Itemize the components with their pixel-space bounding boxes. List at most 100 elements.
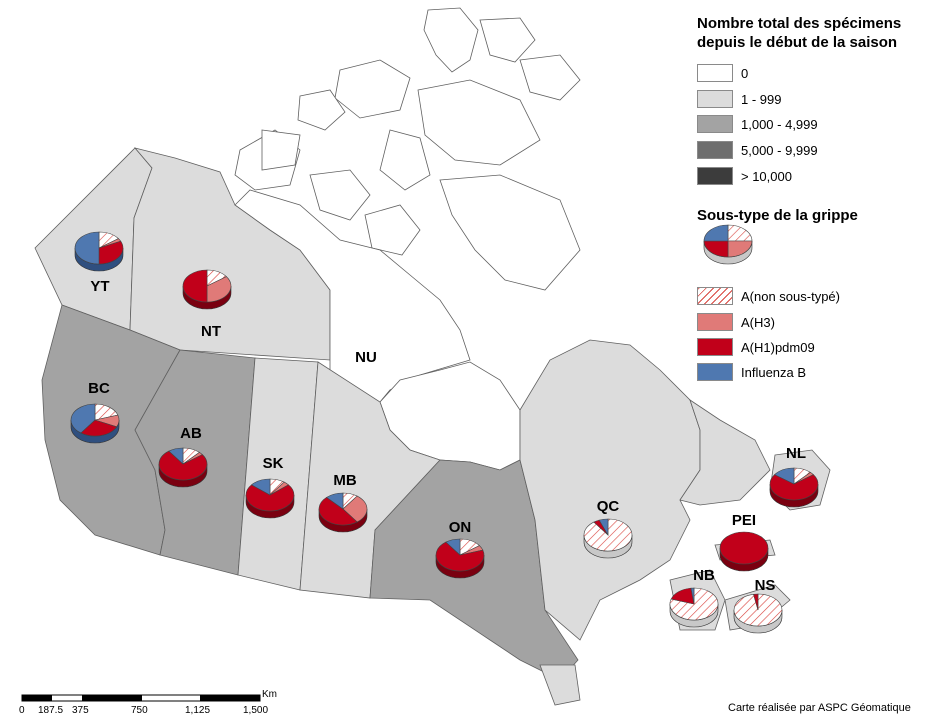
legend-pie-chart-slice-influenza-b xyxy=(703,224,729,242)
label-ab: AB xyxy=(180,425,202,442)
pie-bc-slice-influenza-b xyxy=(70,403,96,434)
pie-nt-slice-a-h1-pdm09 xyxy=(182,269,208,303)
legend-count-title-line1: Nombre total des spécimens xyxy=(697,15,902,32)
legend-count-row: 1,000 - 4,999 xyxy=(697,114,818,134)
pie-nb-slice-a-non-sous-typ- xyxy=(669,587,719,621)
legend-subtype-row: A(H1)pdm09 xyxy=(697,337,815,357)
pie-on-slice-a-h1-pdm09 xyxy=(435,541,485,572)
legend-subtype-label: A(H1)pdm09 xyxy=(741,339,815,355)
pie-nb xyxy=(669,587,719,628)
scale-tick: 1,500 xyxy=(243,705,269,716)
pie-pei xyxy=(719,531,769,572)
label-nt: NT xyxy=(201,323,221,340)
pie-bc-slice-a-h1-pdm09 xyxy=(80,419,118,437)
legend-swatch-0 xyxy=(697,64,733,82)
legend-swatch-unsubtyped xyxy=(697,287,733,305)
legend-count-row: > 10,000 xyxy=(697,166,792,186)
legend-count-row: 0 xyxy=(697,63,748,83)
map-credit: Carte réalisée par ASPC Géomatique xyxy=(728,702,911,714)
label-sk: SK xyxy=(263,455,284,472)
pie-pei-slice-a-h1-pdm09 xyxy=(719,531,769,565)
legend-count-label: 1,000 - 4,999 xyxy=(741,116,818,132)
legend-count-row: 5,000 - 9,999 xyxy=(697,140,818,160)
arctic-islands xyxy=(234,7,581,291)
legend-count-label: 1 - 999 xyxy=(741,91,782,107)
legend-count-label: > 10,000 xyxy=(741,168,792,184)
legend-subtype-label: A(H3) xyxy=(741,314,775,330)
legend-count-title-line2: depuis le début de la saison xyxy=(697,34,898,51)
pie-sk xyxy=(245,478,295,519)
pie-yt xyxy=(74,231,124,272)
label-on: ON xyxy=(449,519,472,536)
pie-on xyxy=(435,538,485,579)
label-ns: NS xyxy=(755,577,776,594)
region-nl xyxy=(679,399,771,506)
region-qc xyxy=(519,339,701,641)
pie-mb xyxy=(318,492,368,533)
legend-pie-chart-slice-a-h3- xyxy=(727,240,753,258)
label-nb: NB xyxy=(693,567,715,584)
legend-count-title: Nombre total des spécimens depuis le déb… xyxy=(697,14,901,52)
pie-yt-slice-influenza-b xyxy=(74,231,100,265)
legend-pie-chart-slice-a-non-sous-typ- xyxy=(727,224,753,242)
pie-mb-slice-a-h3- xyxy=(342,495,368,523)
legend-subtype-title: Sous-type de la grippe xyxy=(697,207,858,224)
pie-qc xyxy=(583,518,633,559)
legend-subtype-row: A(non sous-typé) xyxy=(697,286,840,306)
label-yt: YT xyxy=(90,278,109,295)
legend-count-label: 0 xyxy=(741,65,749,81)
scale-tick: 187.5 xyxy=(38,705,64,716)
legend-swatch-1-999 xyxy=(697,90,733,108)
pie-mb-slice-a-h1-pdm09 xyxy=(318,496,358,526)
label-nu: NU xyxy=(355,349,377,366)
legend-swatch-5000-9999 xyxy=(697,141,733,159)
scale-tick: 750 xyxy=(131,705,148,716)
legend-subtype-label: A(non sous-typé) xyxy=(741,288,840,304)
pie-yt-slice-a-h1-pdm09 xyxy=(98,240,124,265)
legend-count-label: 5,000 - 9,999 xyxy=(741,142,818,158)
label-nl: NL xyxy=(786,445,806,462)
scale-tick: 0 xyxy=(19,705,25,716)
pie-nl xyxy=(769,467,819,508)
pie-nt xyxy=(182,269,232,310)
scale-unit: Km xyxy=(262,689,277,700)
pie-nl-slice-a-h1-pdm09 xyxy=(769,474,819,501)
pie-nl-slice-influenza-b xyxy=(774,467,795,485)
subtype-pies xyxy=(70,231,819,634)
legend-subtype-label: Influenza B xyxy=(741,364,807,380)
pie-sk-slice-a-h1-pdm09 xyxy=(245,484,295,512)
lower-landmass xyxy=(539,664,581,706)
legend-swatch-influenza-b xyxy=(697,363,733,381)
pie-sk-slice-influenza-b xyxy=(250,478,271,496)
label-mb: MB xyxy=(333,472,356,489)
pie-ab xyxy=(158,447,208,488)
legend-count-row: 1 - 999 xyxy=(697,89,781,109)
label-qc: QC xyxy=(597,498,620,515)
scale-tick: 375 xyxy=(72,705,89,716)
legend-swatch-h1pdm09 xyxy=(697,338,733,356)
label-bc: BC xyxy=(88,380,110,397)
pie-qc-slice-influenza-b xyxy=(598,518,609,537)
region-nu xyxy=(234,189,471,403)
legend-subtype-row: A(H3) xyxy=(697,312,775,332)
legend-pie-chart-slice-a-h1-pdm09 xyxy=(703,240,729,258)
legend-example-pie xyxy=(703,224,753,265)
scale-tick: 1,125 xyxy=(185,705,211,716)
legend-swatch-1000-4999 xyxy=(697,115,733,133)
pie-nt-slice-a-h3- xyxy=(206,276,232,303)
pie-ns xyxy=(733,593,783,634)
pie-ns-slice-a-h1-pdm09 xyxy=(753,593,759,611)
region-nt xyxy=(129,147,331,361)
pie-bc xyxy=(70,403,120,444)
pie-ab-slice-a-h1-pdm09 xyxy=(158,450,208,481)
legend-swatch-over-10000 xyxy=(697,167,733,185)
pie-on-slice-influenza-b xyxy=(445,538,461,556)
scale-bar xyxy=(21,694,261,702)
legend-swatch-h3 xyxy=(697,313,733,331)
legend-subtype-row: Influenza B xyxy=(697,362,806,382)
label-pei: PEI xyxy=(732,512,756,529)
pie-nb-slice-influenza-b xyxy=(690,587,695,605)
pie-ab-slice-influenza-b xyxy=(168,447,184,465)
pie-mb-slice-influenza-b xyxy=(326,492,344,510)
